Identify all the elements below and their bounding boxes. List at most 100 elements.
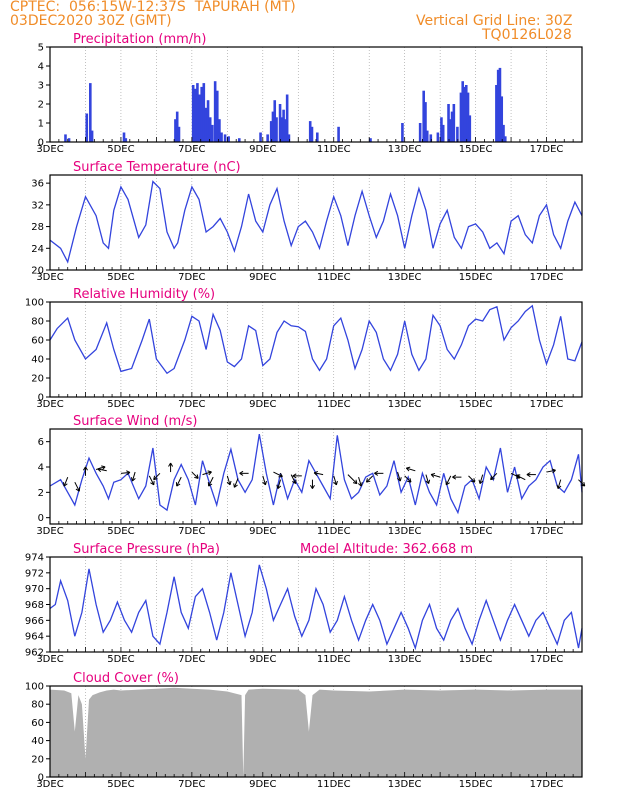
x-tick-label: 5DEC	[107, 272, 134, 283]
x-tick-label: 11DEC	[317, 272, 351, 283]
precip-bar	[463, 86, 466, 142]
y-tick-label: 970	[25, 584, 44, 595]
x-tick-label: 7DEC	[178, 654, 205, 665]
y-tick-label: 0	[38, 513, 44, 524]
x-tick-label: 7DEC	[178, 144, 205, 155]
y-tick-label: 0	[38, 138, 44, 149]
x-tick-label: 3DEC	[36, 526, 63, 537]
x-tick-label: 3DEC	[36, 144, 63, 155]
x-tick-label: 17DEC	[530, 779, 564, 790]
wind-arrowhead	[292, 479, 297, 485]
wind-arrowhead	[313, 470, 319, 476]
header-code: TQ0126L028	[482, 27, 572, 43]
panel-cloud: 0 20 40 60 80 100 3DEC 5DEC 7DEC 9DEC 11DEC 13DEC 15…	[25, 671, 583, 790]
precip-bar	[64, 134, 67, 142]
wind-arrowhead	[374, 470, 379, 476]
precip-bar	[461, 81, 465, 142]
x-tick-label: 11DEC	[317, 654, 351, 665]
wind-arrow	[226, 475, 231, 486]
panel-title: Cloud Cover (%)	[73, 671, 179, 686]
precip-bar	[211, 124, 214, 142]
x-tick-label: 15DEC	[459, 526, 493, 537]
panel-wind: 0 2 4 6 3DEC 5DEC 7DEC 9DEC 11DEC 13DEC 15DEC 17DEC…	[36, 414, 586, 537]
precip-bar	[90, 130, 94, 142]
wind-arrowhead	[168, 462, 174, 467]
x-tick-label: 3DEC	[36, 272, 63, 283]
y-tick-label: 964	[25, 632, 44, 643]
y-tick-label: 2	[38, 488, 44, 499]
x-tick-label: 9DEC	[249, 779, 276, 790]
x-tick-label: 3DEC	[36, 399, 63, 410]
y-tick-label: 974	[25, 553, 44, 564]
x-tick-label: 13DEC	[388, 526, 422, 537]
precip-bar	[213, 81, 217, 142]
x-tick-label: 17DEC	[530, 144, 564, 155]
header-grid-note: Vertical Grid Line: 30Z	[416, 13, 573, 29]
precip-bar	[191, 85, 195, 142]
precip-bar	[227, 136, 230, 142]
wind-arrowhead	[276, 484, 282, 490]
x-tick-label: 17DEC	[530, 654, 564, 665]
precip-bar	[122, 132, 126, 142]
panel-title: Surface Pressure (hPa)	[73, 542, 220, 557]
x-tick-label: 13DEC	[388, 654, 422, 665]
cloud-area	[50, 687, 582, 777]
wind-arrowhead	[490, 475, 495, 481]
wind-arrow	[445, 475, 452, 486]
panel-frame	[49, 301, 583, 398]
y-tick-label: 20	[31, 266, 44, 277]
y-tick-label: 4	[38, 463, 44, 474]
wind-arrowhead	[126, 470, 131, 476]
wind-arrowhead	[365, 478, 371, 483]
x-tick-label: 15DEC	[459, 144, 493, 155]
panel-title: Surface Wind (m/s)	[73, 414, 197, 429]
y-tick-label: 40	[31, 736, 44, 747]
wind-arrowhead	[292, 473, 297, 479]
y-tick-label: 60	[31, 336, 44, 347]
x-tick-label: 9DEC	[249, 399, 276, 410]
wind-arrowhead	[226, 480, 232, 486]
precip-bar	[275, 117, 278, 142]
wind-arrow	[479, 474, 484, 484]
precip-bar	[280, 117, 284, 142]
panel-title: Precipitation (mm/h)	[73, 32, 206, 47]
precip-bar	[425, 130, 429, 142]
wind-arrowhead	[101, 465, 106, 471]
wind-arrowhead	[150, 480, 155, 486]
wind-arrow	[425, 474, 430, 484]
header-station: CPTEC: 056:15W-12:37S TAPURAH (MT)	[10, 0, 296, 15]
temp-line	[49, 180, 583, 264]
wind-arrow	[191, 471, 199, 479]
x-tick-label: 5DEC	[107, 399, 134, 410]
wind-arrowhead	[551, 468, 556, 474]
panel-press: 962 964 966 968 970 972 974 3DEC 5DEC 7DEC 9DEC 11D…	[25, 542, 583, 665]
precip-bar	[266, 134, 269, 142]
wind-arrowhead	[82, 466, 88, 471]
precip-bar	[468, 115, 472, 142]
y-tick-label: 966	[25, 616, 44, 627]
wind-arrow	[290, 474, 297, 484]
wind-arrow	[120, 471, 130, 474]
y-tick-label: 80	[31, 317, 44, 328]
wind-arrowhead	[175, 482, 181, 487]
precip-bar	[259, 132, 262, 142]
precip-bar	[193, 88, 197, 142]
wind-arrow	[358, 476, 362, 487]
y-tick-label: 36	[31, 179, 44, 190]
x-tick-label: 11DEC	[317, 526, 351, 537]
precip-bar	[450, 111, 454, 142]
precip-bar	[436, 132, 440, 142]
wind-arrow	[430, 473, 441, 478]
wind-arrow	[97, 468, 107, 472]
wind-arrow	[347, 474, 358, 484]
precip-bar	[401, 123, 404, 142]
wind-arrowhead	[153, 475, 158, 481]
precip-bar	[503, 136, 507, 142]
precip-bar	[218, 119, 221, 142]
y-tick-label: 3	[38, 81, 44, 92]
precip-bar	[269, 121, 273, 142]
precip-bar	[223, 134, 227, 142]
x-tick-label: 15DEC	[459, 654, 493, 665]
panel-title: Surface Temperature (nC)	[73, 160, 241, 175]
x-tick-label: 11DEC	[317, 144, 351, 155]
